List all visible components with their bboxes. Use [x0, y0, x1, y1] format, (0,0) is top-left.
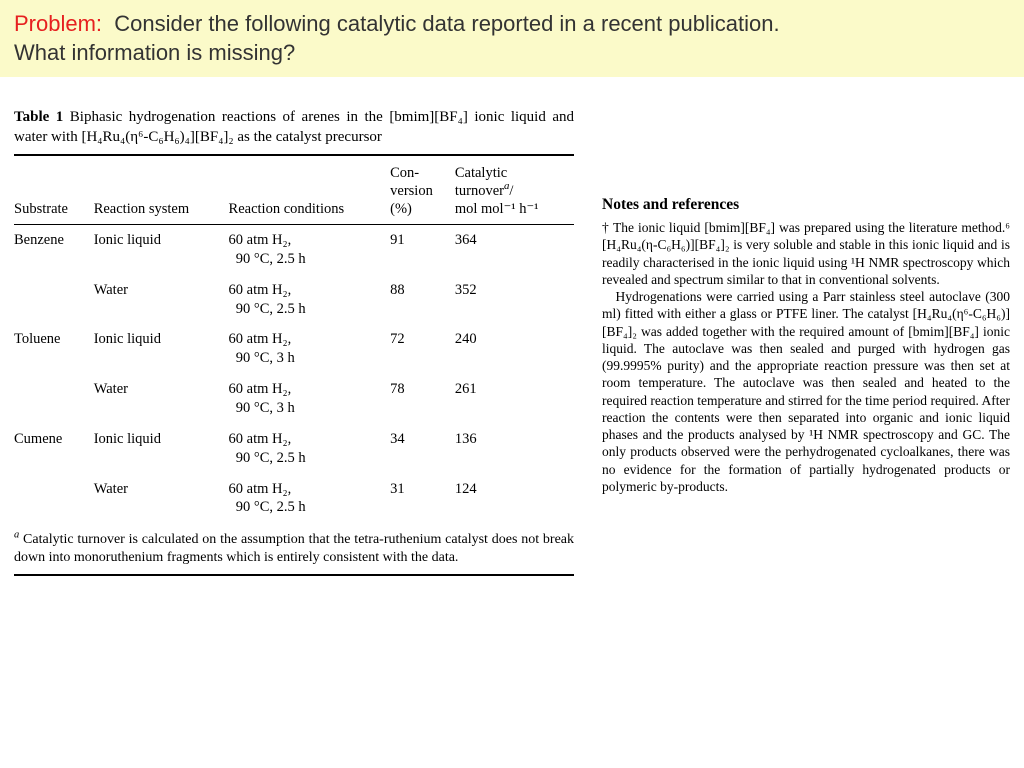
table-caption-prefix: Table 1 [14, 109, 63, 125]
cell-conversion: 88 [390, 275, 455, 325]
cell-conditions: 60 atm H₂, 90 °C, 2.5 h [229, 225, 391, 275]
table-row: Water 60 atm H₂, 90 °C, 2.5 h 31 124 [14, 474, 574, 524]
problem-text-1: Consider the following catalytic data re… [114, 11, 779, 36]
cell-turnover: 352 [455, 275, 574, 325]
cell-system: Water [94, 474, 229, 524]
table-row: Water 60 atm H₂, 90 °C, 2.5 h 88 352 [14, 275, 574, 325]
cell-turnover: 124 [455, 474, 574, 524]
cell-substrate: Benzene [14, 225, 94, 275]
table-row: Benzene Ionic liquid 60 atm H₂, 90 °C, 2… [14, 225, 574, 275]
cell-system: Water [94, 275, 229, 325]
cell-system: Ionic liquid [94, 424, 229, 474]
col-substrate: Substrate [14, 155, 94, 225]
table-caption-body: Biphasic hydrogenation reactions of aren… [14, 109, 574, 145]
cell-system: Ionic liquid [94, 225, 229, 275]
notes-paragraph-1: † The ionic liquid [bmim][BF₄] was prepa… [602, 219, 1010, 288]
table-column: Table 1 Biphasic hydrogenation reactions… [14, 107, 574, 575]
cell-system: Water [94, 374, 229, 424]
content-area: Table 1 Biphasic hydrogenation reactions… [0, 77, 1024, 585]
cell-substrate: Toluene [14, 324, 94, 374]
col-conversion: Con- version (%) [390, 155, 455, 225]
cell-conversion: 78 [390, 374, 455, 424]
cell-conditions: 60 atm H₂, 90 °C, 2.5 h [229, 275, 391, 325]
cell-turnover: 136 [455, 424, 574, 474]
notes-column: Notes and references † The ionic liquid … [602, 107, 1010, 575]
cell-conversion: 31 [390, 474, 455, 524]
cell-substrate [14, 374, 94, 424]
data-table: Substrate Reaction system Reaction condi… [14, 154, 574, 524]
cell-conversion: 34 [390, 424, 455, 474]
cell-conditions: 60 atm H₂, 90 °C, 3 h [229, 324, 391, 374]
table-caption: Table 1 Biphasic hydrogenation reactions… [14, 107, 574, 148]
col-turnover: Catalytic turnovera/ mol mol⁻¹ h⁻¹ [455, 155, 574, 225]
cell-conditions: 60 atm H₂, 90 °C, 2.5 h [229, 474, 391, 524]
table-header-row: Substrate Reaction system Reaction condi… [14, 155, 574, 225]
problem-text-2: What information is missing? [14, 40, 295, 65]
cell-conditions: 60 atm H₂, 90 °C, 2.5 h [229, 424, 391, 474]
col-conditions: Reaction conditions [229, 155, 391, 225]
cell-conversion: 72 [390, 324, 455, 374]
table-body: Benzene Ionic liquid 60 atm H₂, 90 °C, 2… [14, 225, 574, 524]
cell-substrate [14, 275, 94, 325]
cell-substrate [14, 474, 94, 524]
cell-conversion: 91 [390, 225, 455, 275]
cell-turnover: 261 [455, 374, 574, 424]
table-row: Cumene Ionic liquid 60 atm H₂, 90 °C, 2.… [14, 424, 574, 474]
notes-paragraph-2: Hydrogenations were carried using a Parr… [602, 288, 1010, 495]
problem-label: Problem: [14, 11, 102, 36]
table-footnote: a Catalytic turnover is calculated on th… [14, 523, 574, 575]
col-system: Reaction system [94, 155, 229, 225]
notes-heading: Notes and references [602, 195, 1010, 215]
cell-turnover: 364 [455, 225, 574, 275]
cell-system: Ionic liquid [94, 324, 229, 374]
problem-banner: Problem: Consider the following catalyti… [0, 0, 1024, 77]
table-row: Toluene Ionic liquid 60 atm H₂, 90 °C, 3… [14, 324, 574, 374]
table-row: Water 60 atm H₂, 90 °C, 3 h 78 261 [14, 374, 574, 424]
cell-turnover: 240 [455, 324, 574, 374]
cell-conditions: 60 atm H₂, 90 °C, 3 h [229, 374, 391, 424]
cell-substrate: Cumene [14, 424, 94, 474]
